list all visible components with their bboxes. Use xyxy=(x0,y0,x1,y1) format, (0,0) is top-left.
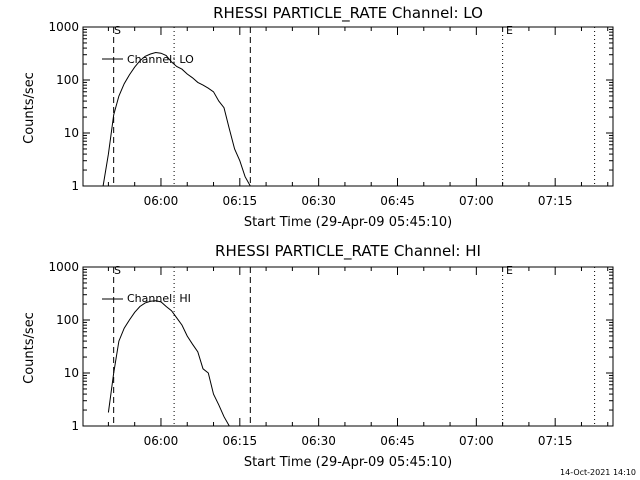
x-axis-label: Start Time (29-Apr-09 05:45:10) xyxy=(244,455,452,470)
legend-label: Channel: HI xyxy=(127,292,191,305)
x-tick-label: 06:00 xyxy=(144,194,179,208)
y-tick-label: 10 xyxy=(64,126,79,140)
start-marker-label: S xyxy=(114,264,121,277)
plot-frame xyxy=(82,266,614,427)
x-tick-label: 06:45 xyxy=(380,434,415,448)
x-tick-label: 07:00 xyxy=(459,434,494,448)
y-tick-label: 1000 xyxy=(48,260,79,274)
x-tick-label: 06:00 xyxy=(144,434,179,448)
y-axis-label: Counts/sec xyxy=(22,72,37,144)
chart-title: RHESSI PARTICLE_RATE Channel: HI xyxy=(215,242,481,261)
y-axis-label: Counts/sec xyxy=(22,312,37,384)
end-marker-label: E xyxy=(506,24,513,37)
chart-title: RHESSI PARTICLE_RATE Channel: LO xyxy=(213,4,483,23)
generation-timestamp: 14-Oct-2021 14:10 xyxy=(560,468,636,477)
series-line xyxy=(107,300,230,427)
x-axis-label: Start Time (29-Apr-09 05:45:10) xyxy=(244,215,452,230)
x-tick-label: 06:15 xyxy=(223,194,258,208)
y-tick-label: 1 xyxy=(71,179,79,193)
x-tick-label: 06:30 xyxy=(301,194,336,208)
lo-channel-panel: RHESSI PARTICLE_RATE Channel: LO Start T… xyxy=(22,4,614,230)
y-tick-label: 1000 xyxy=(48,20,79,34)
y-tick-label: 100 xyxy=(56,73,79,87)
hi-channel-panel: RHESSI PARTICLE_RATE Channel: HI Start T… xyxy=(22,242,614,470)
start-marker-label: S xyxy=(114,24,121,37)
y-tick-label: 100 xyxy=(56,313,79,327)
legend-label: Channel: LO xyxy=(127,53,194,66)
series-line xyxy=(102,51,251,187)
x-tick-label: 07:00 xyxy=(459,194,494,208)
y-tick-label: 10 xyxy=(64,366,79,380)
y-tick-label: 1 xyxy=(71,419,79,433)
x-tick-label: 07:15 xyxy=(538,194,573,208)
x-tick-label: 06:30 xyxy=(301,434,336,448)
plot-frame xyxy=(82,26,614,187)
x-tick-label: 06:45 xyxy=(380,194,415,208)
x-tick-label: 07:15 xyxy=(538,434,573,448)
end-marker-label: E xyxy=(506,264,513,277)
x-tick-label: 06:15 xyxy=(223,434,258,448)
